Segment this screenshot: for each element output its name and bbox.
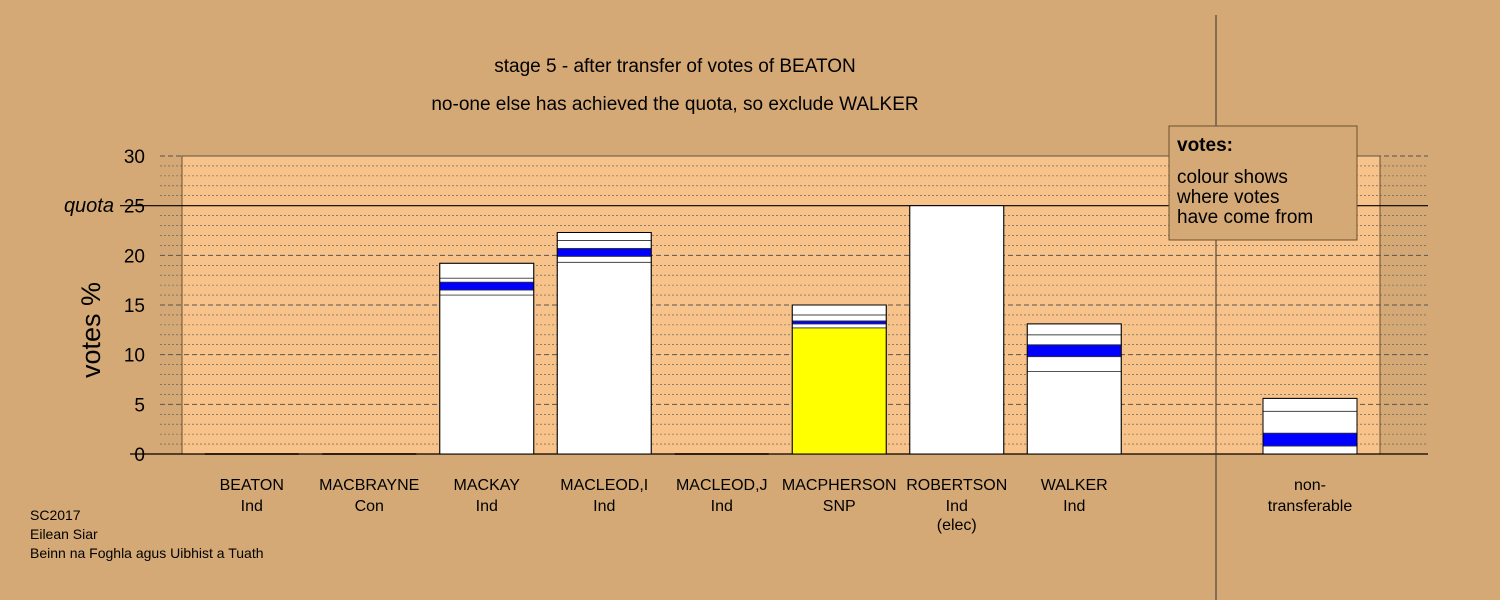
bar-robertson-segment <box>909 205 1005 455</box>
bars <box>204 205 1358 455</box>
bar-walker-segment <box>1026 371 1122 455</box>
bar-robertson-outline <box>909 205 1005 455</box>
bar-mackay-segment <box>439 281 535 291</box>
y-tick-label: 25 <box>124 197 145 218</box>
y-tick-label: 30 <box>124 147 145 168</box>
bar-mackay-segment <box>439 289 535 296</box>
legend-line-3: have come from <box>1177 207 1313 228</box>
category-party: Ind <box>476 498 498 515</box>
category-labels: BEATON Ind MACBRAYNE Con MACKAY Ind MACLEOD,I I… <box>220 477 1353 534</box>
bar-macleod-i-outline <box>556 231 652 455</box>
bar-macpherson-outline <box>791 304 887 455</box>
bar-macpherson-segment <box>791 320 887 325</box>
category-party: Ind <box>1063 498 1085 515</box>
bar-walker-segment <box>1026 356 1122 372</box>
footer-line-2: Eilean Siar <box>30 526 98 542</box>
bar-non-transferable-outline <box>1262 397 1358 455</box>
bar-non-transferable-segment <box>1262 410 1358 434</box>
category-party: SNP <box>823 498 856 515</box>
category-party: Con <box>355 498 384 515</box>
bar-mackay-segment <box>439 262 535 279</box>
category-party: Ind <box>593 498 615 515</box>
y-tick-label: 0 <box>134 445 145 466</box>
chart-title: stage 5 - after transfer of votes of BEA… <box>494 56 856 77</box>
footer: SC2017 Eilean Siar Beinn na Foghla agus … <box>30 507 264 561</box>
bar-mackay-segment <box>439 277 535 283</box>
category-name: BEATON <box>220 477 284 494</box>
bar-macleod-i-segment <box>556 247 652 257</box>
bar-macpherson-segment <box>791 327 887 455</box>
bar-non-transferable-segment <box>1262 397 1358 412</box>
y-tick-label: 15 <box>124 296 145 317</box>
category-name: WALKER <box>1041 477 1108 494</box>
y-axis-label: votes % <box>76 282 106 378</box>
footer-line-1: SC2017 <box>30 507 81 523</box>
legend-title: votes: <box>1177 135 1233 156</box>
footer-line-3: Beinn na Foghla agus Uibhist a Tuath <box>30 545 264 561</box>
category-name: MACLEOD,I <box>560 477 648 494</box>
y-ticks: 0 5 10 15 20 25 30 <box>124 147 145 466</box>
bar-macleod-i-segment <box>556 255 652 263</box>
bar-non-transferable-segment <box>1262 432 1358 447</box>
category-party: Ind <box>241 498 263 515</box>
y-tick-label: 10 <box>124 346 145 367</box>
legend-line-2: where votes <box>1176 187 1279 208</box>
bar-walker-segment <box>1026 344 1122 358</box>
non-transferable-label-1: non- <box>1294 477 1326 494</box>
y-tick-label: 20 <box>124 246 145 267</box>
bar-macleod-i-segment <box>556 240 652 249</box>
bar-macleod-i-segment <box>556 232 652 241</box>
category-name: MACLEOD,J <box>676 477 768 494</box>
bar-mackay-segment <box>439 294 535 455</box>
bar-walker-segment <box>1026 334 1122 346</box>
category-name: ROBERTSON <box>906 477 1007 494</box>
category-name: MACPHERSON <box>782 477 897 494</box>
category-note: (elec) <box>937 517 977 534</box>
category-party: Ind <box>711 498 733 515</box>
y-tick-label: 5 <box>134 395 145 416</box>
bar-macpherson-segment <box>791 304 887 316</box>
non-transferable-label-2: transferable <box>1268 498 1353 515</box>
bar-walker-segment <box>1026 323 1122 336</box>
bar-macpherson-segment <box>791 323 887 329</box>
category-name: MACBRAYNE <box>319 477 419 494</box>
bar-macpherson-segment <box>791 314 887 322</box>
bar-non-transferable-segment <box>1262 445 1358 455</box>
legend-box: votes: colour shows where votes have com… <box>1168 125 1358 241</box>
category-party: Ind <box>946 498 968 515</box>
quota-label: quota <box>64 195 114 217</box>
bar-macleod-i-segment <box>556 261 652 455</box>
category-name: MACKAY <box>454 477 521 494</box>
bar-mackay-outline <box>439 262 535 455</box>
legend-line-1: colour shows <box>1177 167 1288 188</box>
chart-subtitle: no-one else has achieved the quota, so e… <box>431 94 918 115</box>
bar-walker-outline <box>1026 323 1122 455</box>
